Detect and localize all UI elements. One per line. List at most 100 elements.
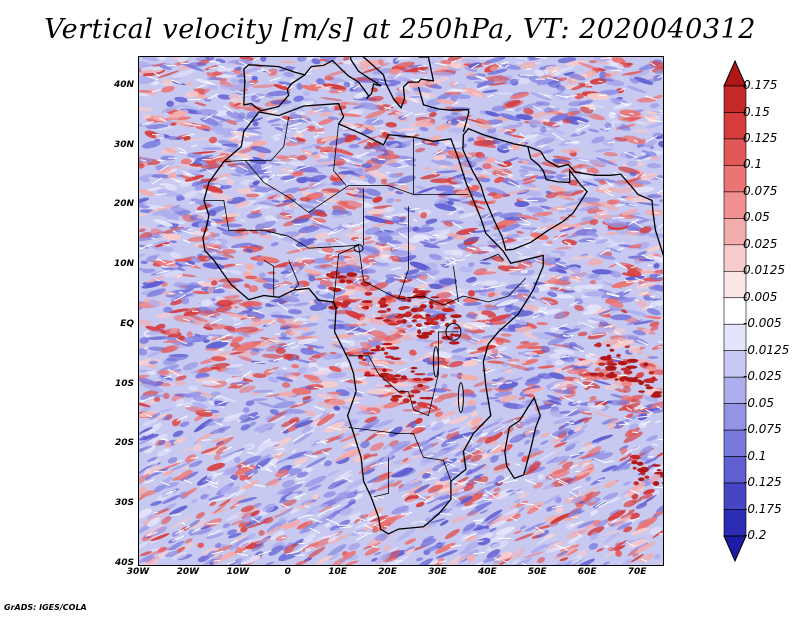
updraft-streak xyxy=(603,152,618,157)
strong-updraft-cell xyxy=(652,392,658,397)
updraft-streak xyxy=(569,471,590,485)
map-plot-area[interactable] xyxy=(138,56,664,566)
downdraft-streak xyxy=(372,68,394,75)
lon-tick-label: 30E xyxy=(428,567,447,577)
downdraft-streak xyxy=(229,82,252,91)
strong-updraft-cell xyxy=(648,371,655,375)
strong-updraft-cell xyxy=(374,317,384,320)
updraft-streak xyxy=(642,315,663,320)
colorbar-tick-label: -0.2 xyxy=(743,528,767,542)
updraft-streak xyxy=(587,526,605,536)
strong-updraft-cell xyxy=(382,342,393,346)
strong-updraft-cell xyxy=(626,358,639,363)
downdraft-streak xyxy=(220,223,243,228)
updraft-streak xyxy=(319,381,339,388)
updraft-streak xyxy=(366,209,388,215)
velocity-field-map xyxy=(139,57,663,565)
downdraft-streak xyxy=(302,532,317,543)
downdraft-streak xyxy=(220,450,238,459)
contour-thread xyxy=(385,171,391,174)
downdraft-streak xyxy=(251,96,261,103)
downdraft-streak xyxy=(169,505,188,516)
downdraft-streak xyxy=(260,57,267,62)
updraft-streak xyxy=(574,93,584,100)
contour-thread xyxy=(556,276,563,279)
downdraft-streak xyxy=(540,440,549,445)
downdraft-streak xyxy=(388,546,399,553)
downdraft-streak xyxy=(327,478,346,490)
strong-updraft-cell xyxy=(390,397,399,402)
updraft-streak xyxy=(334,309,352,315)
updraft-streak xyxy=(229,342,240,348)
contour-thread xyxy=(285,214,292,217)
updraft-streak xyxy=(238,355,255,363)
updraft-streak xyxy=(167,172,177,179)
updraft-streak xyxy=(230,235,247,239)
updraft-streak xyxy=(333,148,354,156)
updraft-streak xyxy=(415,417,423,424)
updraft-streak xyxy=(638,138,647,144)
downdraft-streak xyxy=(235,167,247,175)
strong-updraft-cell xyxy=(429,330,436,333)
downdraft-streak xyxy=(270,530,285,540)
updraft-streak xyxy=(369,442,385,452)
updraft-streak xyxy=(370,367,394,372)
downdraft-streak xyxy=(599,128,609,132)
updraft-streak xyxy=(433,64,455,73)
downdraft-streak xyxy=(487,322,494,326)
strong-updraft-cell xyxy=(362,358,367,361)
updraft-streak xyxy=(573,378,581,383)
downdraft-streak xyxy=(408,236,424,243)
downdraft-streak xyxy=(448,127,466,134)
updraft-streak xyxy=(646,245,663,252)
downdraft-streak xyxy=(586,304,602,311)
strong-updraft-cell xyxy=(631,456,642,460)
updraft-streak xyxy=(571,255,595,260)
updraft-streak xyxy=(364,547,380,556)
updraft-streak xyxy=(288,400,312,409)
downdraft-streak xyxy=(204,417,225,427)
updraft-streak xyxy=(477,173,490,179)
downdraft-streak xyxy=(345,387,364,394)
downdraft-streak xyxy=(305,183,327,189)
downdraft-streak xyxy=(578,443,597,453)
updraft-streak xyxy=(587,258,604,266)
downdraft-streak xyxy=(177,210,191,216)
downdraft-streak xyxy=(545,359,553,366)
strong-updraft-cell xyxy=(633,376,638,380)
contour-thread xyxy=(658,533,663,535)
downdraft-streak xyxy=(418,440,430,447)
updraft-streak xyxy=(281,499,297,507)
updraft-streak xyxy=(162,470,175,476)
updraft-streak xyxy=(257,234,273,239)
strong-updraft-cell xyxy=(361,306,367,309)
updraft-streak xyxy=(379,472,391,478)
contour-thread xyxy=(452,185,461,187)
downdraft-streak xyxy=(360,440,370,449)
updraft-streak xyxy=(367,317,391,326)
updraft-streak xyxy=(330,261,347,266)
updraft-streak xyxy=(311,217,327,223)
lon-tick-label: 60E xyxy=(577,567,597,577)
updraft-streak xyxy=(603,530,621,536)
updraft-streak xyxy=(206,462,226,472)
downdraft-streak xyxy=(280,175,296,180)
downdraft-streak xyxy=(365,227,381,235)
downdraft-streak xyxy=(328,323,345,330)
downdraft-streak xyxy=(293,432,313,445)
strong-updraft-cell xyxy=(384,355,394,359)
strong-updraft-cell xyxy=(421,317,434,320)
downdraft-streak xyxy=(573,285,583,293)
updraft-streak xyxy=(513,530,523,535)
downdraft-streak xyxy=(283,71,294,78)
updraft-streak xyxy=(198,243,222,249)
downdraft-streak xyxy=(267,376,279,383)
colorbar-tick-label: -0.025 xyxy=(743,369,782,384)
updraft-streak xyxy=(148,208,163,214)
strong-updraft-cell xyxy=(606,344,611,347)
downdraft-streak xyxy=(297,331,316,338)
updraft-streak xyxy=(549,447,564,456)
strong-updraft-cell xyxy=(453,333,460,337)
strong-updraft-cell xyxy=(417,383,424,388)
colorbar-tick-label: 0.0125 xyxy=(743,263,785,278)
